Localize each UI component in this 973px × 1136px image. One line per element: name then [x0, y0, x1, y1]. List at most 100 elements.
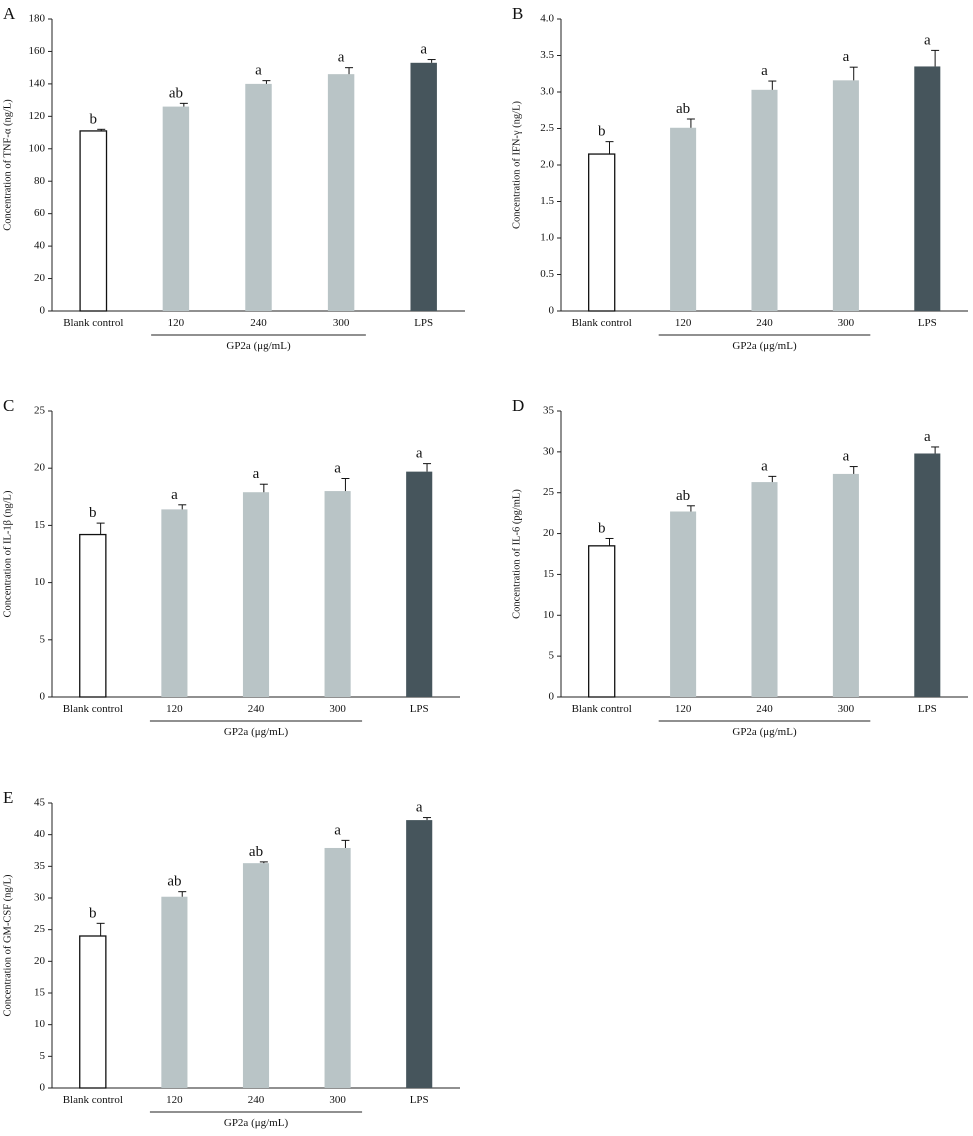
x-tick-label: Blank control [572, 317, 632, 329]
x-tick-label: 300 [838, 317, 855, 329]
chart-panel-a: A 0 20 40 60 80 100 120 140 160 180 Concentration o… [2, 4, 465, 352]
x-tick-label: Blank control [63, 1094, 123, 1106]
y-tick-label: 0 [549, 691, 555, 703]
significance-letter: a [761, 458, 768, 474]
y-tick-label: 60 [34, 207, 46, 219]
y-tick-label: 160 [29, 45, 46, 57]
significance-letter: ab [676, 488, 690, 504]
bar [79, 533, 107, 698]
bar [832, 473, 859, 697]
y-axis-label: Concentration of IL-6 (pg/mL) [511, 489, 522, 619]
y-tick-label: 35 [34, 860, 46, 872]
bar [670, 511, 697, 697]
chart-panel-d: D 0 5 10 15 20 25 30 35 Concentration of IL-6 (pg… [511, 396, 968, 738]
chart-panel-c: C 0 5 10 15 20 25 Concentration of IL-1β (ng/L)… [2, 396, 460, 738]
significance-letter: b [598, 520, 606, 536]
y-tick-label: 140 [29, 77, 46, 89]
x-tick-label: 120 [166, 1094, 183, 1106]
x-tick-label: LPS [410, 703, 429, 715]
bar [588, 153, 616, 312]
x-tick-label: LPS [918, 317, 937, 329]
chart-panel-b: B 0 0.5 1.0 1.5 2.0 2.5 3.0 3.5 4.0 Concentration … [511, 4, 968, 352]
x-tick-label: 240 [250, 317, 267, 329]
y-tick-label: 40 [34, 828, 46, 840]
group-label: GP2a (μg/mL) [732, 726, 797, 738]
panel-letter: B [512, 4, 523, 23]
x-tick-label: 300 [838, 703, 855, 715]
y-tick-label: 20 [34, 955, 46, 967]
bar [79, 130, 108, 312]
panel-letter: C [3, 396, 14, 415]
chart-panel-e: E 0 5 10 15 20 25 30 35 40 45 Concentration of GM-C… [2, 788, 460, 1129]
y-tick-label: 45 [34, 797, 46, 809]
y-tick-label: 5 [40, 633, 46, 645]
significance-letter: b [89, 505, 97, 521]
significance-letter: ab [676, 101, 690, 117]
x-tick-label: 300 [329, 703, 346, 715]
significance-letter: a [420, 42, 427, 58]
y-axis-label: Concentration of GM-CSF (ng/L) [2, 874, 13, 1017]
significance-letter: a [843, 49, 850, 65]
y-tick-label: 2.5 [540, 122, 554, 134]
significance-letter: a [171, 487, 178, 503]
bar [242, 492, 270, 697]
significance-letter: a [334, 460, 341, 476]
y-tick-label: 0 [40, 305, 46, 317]
bar [670, 127, 697, 312]
significance-letter: ab [169, 85, 183, 101]
x-tick-label: LPS [414, 317, 433, 329]
y-tick-label: 15 [34, 987, 46, 999]
x-tick-label: 240 [248, 703, 265, 715]
significance-letter: ab [249, 844, 263, 860]
bar [161, 509, 188, 697]
y-tick-label: 2.0 [540, 159, 554, 171]
x-tick-label: Blank control [63, 317, 123, 329]
bar [245, 83, 272, 311]
panel-letter: A [3, 4, 16, 23]
y-tick-label: 1.0 [540, 232, 554, 244]
y-tick-label: 20 [34, 462, 46, 474]
panel-letter: D [512, 396, 524, 415]
significance-letter: a [843, 449, 850, 465]
y-tick-label: 0 [549, 305, 555, 317]
y-axis-label: Concentration of IFN-γ (ng/L) [511, 101, 522, 229]
bar [751, 89, 778, 311]
bar [324, 491, 351, 697]
group-label: GP2a (μg/mL) [224, 1117, 289, 1129]
bar [161, 896, 188, 1088]
y-tick-label: 15 [543, 568, 555, 580]
y-tick-label: 0.5 [540, 268, 554, 280]
group-label: GP2a (μg/mL) [226, 340, 291, 352]
y-tick-label: 80 [34, 175, 46, 187]
y-tick-label: 25 [34, 405, 46, 417]
significance-letter: ab [167, 874, 181, 890]
group-label: GP2a (μg/mL) [732, 340, 797, 352]
x-tick-label: 240 [756, 703, 773, 715]
y-tick-label: 5 [549, 650, 555, 662]
bar [914, 66, 941, 311]
x-tick-label: 240 [248, 1094, 265, 1106]
x-tick-label: Blank control [572, 703, 632, 715]
bar [832, 80, 859, 311]
significance-letter: a [334, 822, 341, 838]
y-tick-label: 15 [34, 519, 46, 531]
x-tick-label: 240 [756, 317, 773, 329]
y-tick-label: 0 [40, 1082, 46, 1094]
x-tick-label: LPS [410, 1094, 429, 1106]
y-tick-label: 3.0 [540, 86, 554, 98]
group-label: GP2a (μg/mL) [224, 726, 289, 738]
significance-letter: a [416, 800, 423, 816]
y-tick-label: 120 [29, 110, 46, 122]
panel-letter: E [3, 788, 13, 807]
significance-letter: a [253, 466, 260, 482]
y-tick-label: 20 [543, 527, 555, 539]
y-tick-label: 40 [34, 240, 46, 252]
x-tick-label: 300 [333, 317, 350, 329]
x-tick-label: LPS [918, 703, 937, 715]
significance-letter: a [338, 50, 345, 66]
bar [324, 847, 351, 1088]
significance-letter: a [924, 32, 931, 48]
significance-letter: a [255, 63, 262, 79]
